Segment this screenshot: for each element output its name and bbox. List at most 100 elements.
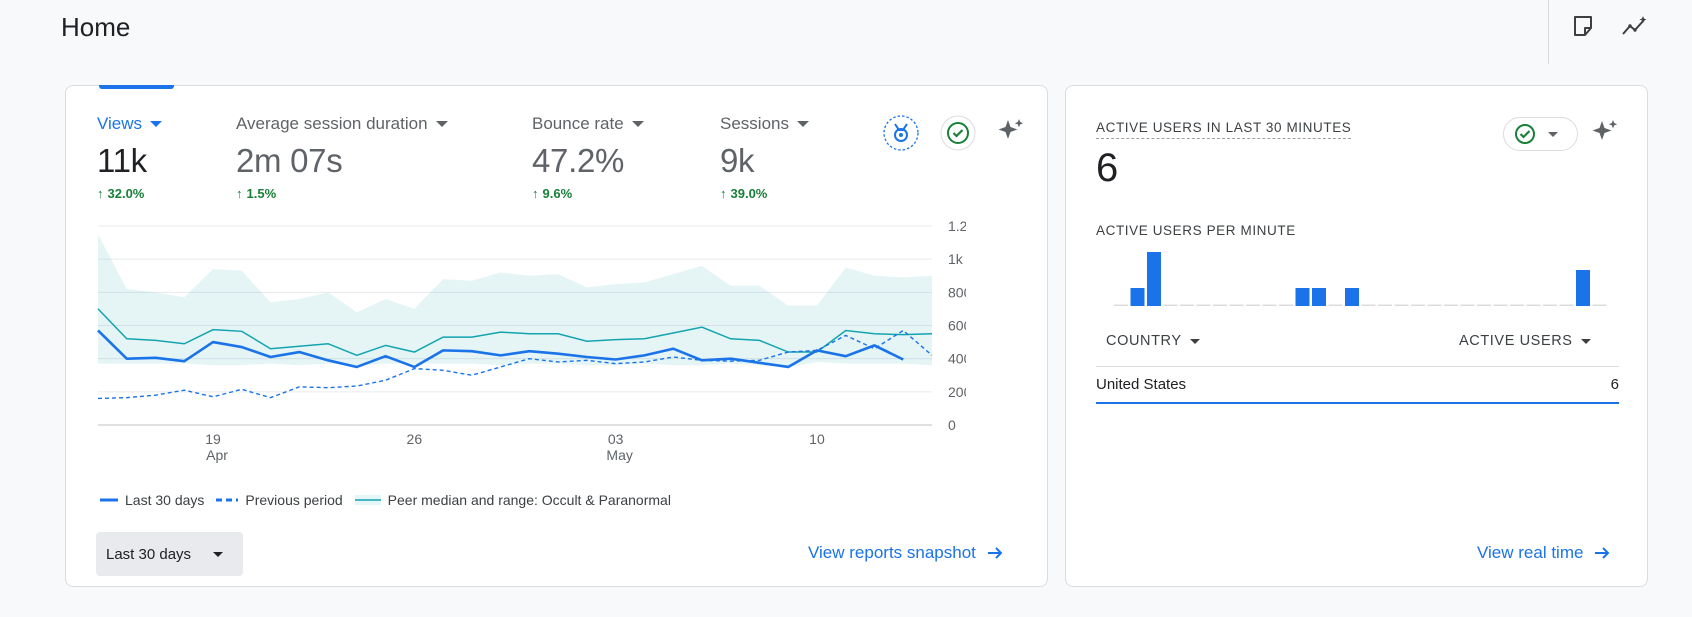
metric-bounce-rate[interactable]: Bounce rate 47.2% ↑ 9.6%	[532, 114, 644, 201]
overview-card: Views 11k ↑ 32.0% Average session duratio…	[65, 85, 1048, 587]
minute-bar[interactable]	[1180, 304, 1194, 307]
caret-down-icon	[435, 121, 448, 127]
table-row[interactable]: United States 6	[1096, 366, 1619, 404]
minute-bar[interactable]	[1213, 304, 1227, 307]
arrow-right-icon	[1595, 547, 1610, 559]
metric-value: 9k	[720, 142, 755, 179]
country-column-header[interactable]: COUNTRY	[1106, 333, 1200, 349]
previous-period-line	[97, 329, 933, 400]
metric-change: 32.0%	[107, 186, 145, 201]
y-tick-label: 200	[948, 384, 966, 400]
minute-bar[interactable]	[1312, 288, 1326, 306]
metric-value: 47.2%	[532, 142, 625, 179]
x-tick-day: 19	[205, 431, 221, 447]
dashed-line-swatch	[216, 498, 239, 502]
minute-bar[interactable]	[1361, 304, 1376, 307]
realtime-status-dropdown[interactable]	[1503, 117, 1578, 151]
minute-bar[interactable]	[1576, 270, 1590, 306]
date-range-label: Last 30 days	[106, 545, 192, 563]
column-label: COUNTRY	[1106, 333, 1182, 349]
metric-change: 9.6%	[542, 186, 573, 201]
minute-bar[interactable]	[1246, 304, 1260, 307]
y-tick-label: 0	[948, 417, 956, 433]
arrow-up-icon: ↑	[236, 186, 243, 201]
minute-bar[interactable]	[1510, 304, 1524, 307]
solid-line-swatch	[100, 498, 118, 502]
metric-views[interactable]: Views 11k ↑ 32.0%	[97, 114, 163, 201]
minute-bar[interactable]	[1163, 304, 1178, 307]
minute-bar[interactable]	[1460, 304, 1475, 307]
y-tick-label: 1.2k	[948, 218, 966, 234]
sparkle-insights-icon[interactable]	[994, 115, 1028, 149]
minute-bar[interactable]	[1444, 304, 1458, 307]
check-status-icon[interactable]	[940, 115, 976, 151]
legend-item-previous: Previous period	[216, 492, 343, 508]
minute-bar[interactable]	[1279, 304, 1293, 307]
legend-item-current: Last 30 days	[100, 492, 204, 508]
minute-bar[interactable]	[1493, 304, 1508, 307]
minute-bar[interactable]	[1229, 304, 1244, 307]
minute-bar[interactable]	[1196, 304, 1211, 307]
realtime-title[interactable]: ACTIVE USERS IN LAST 30 MINUTES	[1096, 120, 1352, 139]
minute-bar[interactable]	[1378, 304, 1392, 307]
column-label: ACTIVE USERS	[1459, 333, 1573, 349]
caret-down-icon	[150, 121, 163, 127]
view-reports-snapshot-link[interactable]: View reports snapshot	[808, 543, 1004, 563]
metric-avg-session-duration[interactable]: Average session duration 2m 07s ↑ 1.5%	[236, 114, 448, 201]
y-tick-label: 1k	[948, 251, 964, 267]
minute-bar[interactable]	[1295, 288, 1310, 306]
realtime-card: ACTIVE USERS IN LAST 30 MINUTES 6 ACTIVE…	[1065, 85, 1648, 587]
metric-change: 1.5%	[246, 186, 277, 201]
x-tick-day: 03	[608, 431, 624, 447]
date-range-dropdown[interactable]: Last 30 days	[96, 532, 243, 576]
realtime-value: 6	[1096, 146, 1119, 190]
metric-value: 2m 07s	[236, 142, 343, 179]
link-label: View real time	[1477, 543, 1584, 562]
chart-legend: Last 30 days Previous period Peer median…	[100, 492, 683, 508]
minute-bar[interactable]	[1130, 288, 1145, 306]
per-minute-bar-chart	[1114, 252, 1607, 307]
users-cell: 6	[1610, 375, 1619, 393]
caret-down-icon	[1548, 131, 1558, 137]
view-real-time-link[interactable]: View real time	[1477, 543, 1611, 563]
minute-bar[interactable]	[1394, 304, 1409, 307]
minute-bar[interactable]	[1477, 304, 1491, 307]
arrow-up-icon: ↑	[532, 186, 539, 201]
minute-bar[interactable]	[1328, 304, 1343, 307]
country-cell: United States	[1096, 375, 1187, 393]
caret-down-icon	[213, 551, 224, 557]
metric-sessions[interactable]: Sessions 9k ↑ 39.0%	[720, 114, 809, 201]
minute-bar[interactable]	[1147, 252, 1161, 306]
legend-label: Last 30 days	[125, 492, 205, 508]
metric-name: Average session duration	[236, 114, 428, 133]
caret-down-icon	[1189, 338, 1200, 344]
active-users-column-header[interactable]: ACTIVE USERS	[1459, 333, 1591, 349]
trend-sparkle-icon[interactable]	[1621, 12, 1649, 40]
insights-note-icon[interactable]	[1569, 12, 1597, 40]
arrow-up-icon: ↑	[720, 186, 727, 201]
y-tick-label: 800	[948, 284, 966, 300]
minute-bar[interactable]	[1526, 304, 1541, 307]
minute-bar[interactable]	[1411, 304, 1425, 307]
legend-label: Previous period	[245, 492, 343, 508]
minute-bar[interactable]	[1592, 304, 1607, 307]
caret-down-icon	[796, 121, 809, 127]
metric-value: 11k	[97, 142, 147, 179]
minute-bar[interactable]	[1114, 304, 1128, 307]
minute-bar[interactable]	[1427, 304, 1442, 307]
legend-label: Peer median and range: Occult & Paranorm…	[387, 492, 671, 508]
minute-bar[interactable]	[1345, 288, 1359, 306]
legend-item-peer: Peer median and range: Occult & Paranorm…	[354, 492, 671, 508]
sparkle-insights-icon[interactable]	[1588, 116, 1622, 150]
y-tick-label: 400	[948, 351, 966, 367]
benchmark-badge-icon[interactable]	[883, 115, 919, 151]
minute-bar[interactable]	[1559, 304, 1574, 307]
caret-down-icon	[631, 121, 644, 127]
minute-bar[interactable]	[1543, 304, 1557, 307]
caret-down-icon	[1580, 338, 1591, 344]
minute-bar[interactable]	[1262, 304, 1277, 307]
arrow-up-icon: ↑	[97, 186, 104, 201]
x-tick-day: 10	[809, 431, 825, 447]
x-tick-month: Apr	[206, 447, 228, 463]
